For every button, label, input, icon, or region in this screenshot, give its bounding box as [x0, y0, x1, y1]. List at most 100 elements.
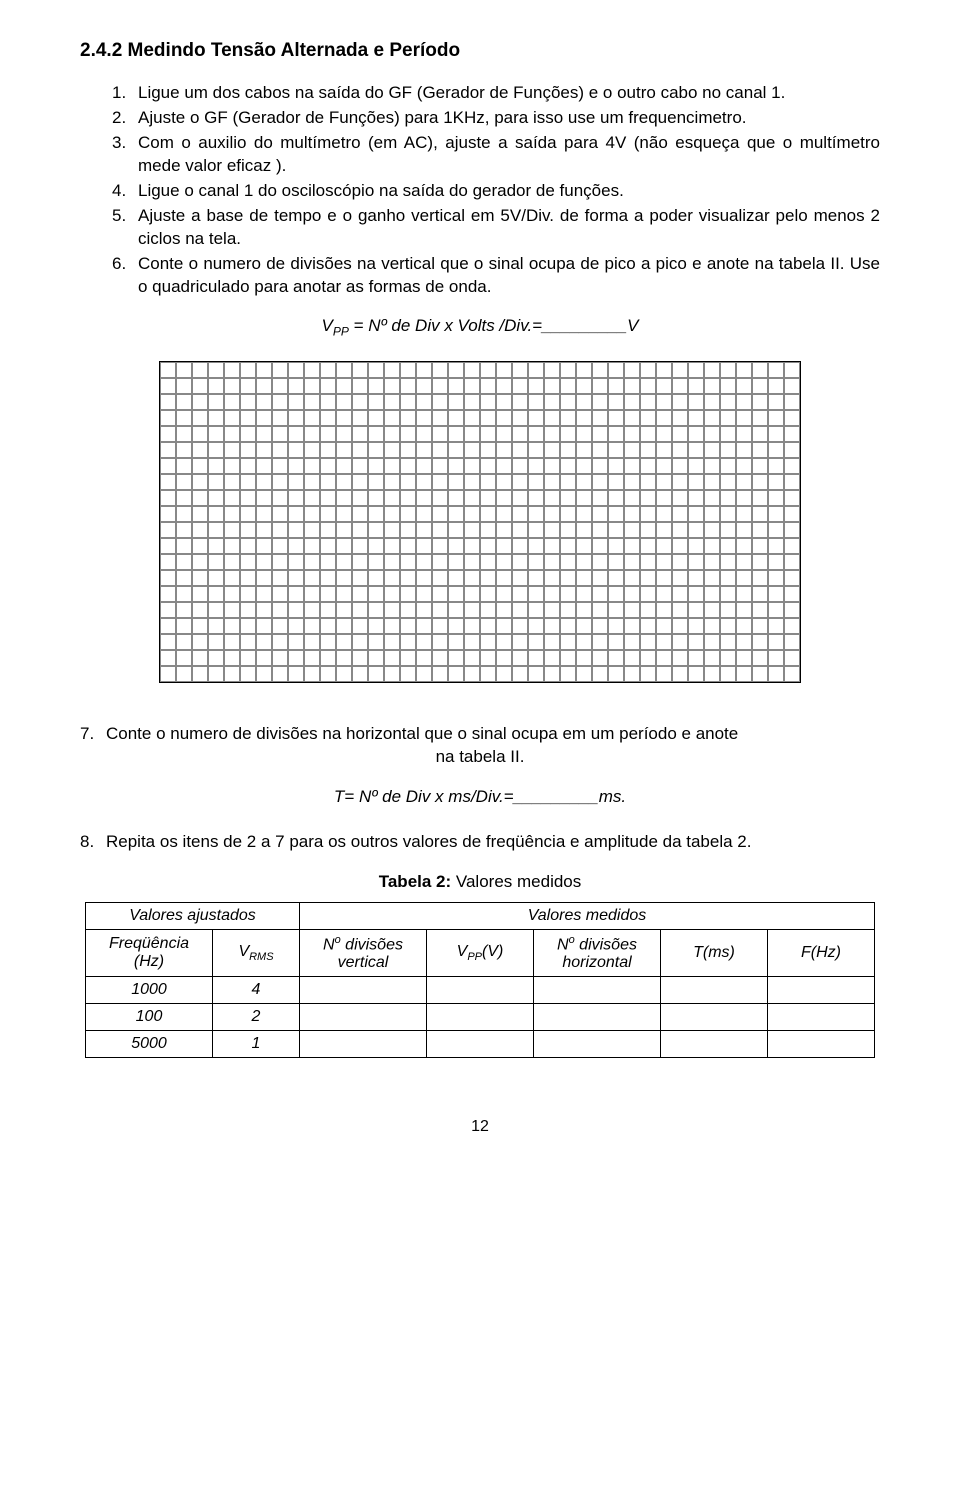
- grid-cell: [704, 666, 720, 682]
- grid-cell: [752, 634, 768, 650]
- grid-cell: [400, 474, 416, 490]
- grid-cell: [784, 570, 800, 586]
- grid-cell: [464, 554, 480, 570]
- section-title: 2.4.2 Medindo Tensão Alternada e Período: [80, 40, 880, 62]
- grid-cell: [400, 522, 416, 538]
- grid-cell: [720, 490, 736, 506]
- grid-cell: [464, 490, 480, 506]
- grid-cell: [464, 602, 480, 618]
- grid-cell: [688, 538, 704, 554]
- grid-cell: [512, 666, 528, 682]
- grid-cell: [448, 490, 464, 506]
- grid-cell: [512, 362, 528, 378]
- grid-cell: [480, 634, 496, 650]
- col-vpp-post: (V): [482, 943, 503, 960]
- grid-cell: [656, 426, 672, 442]
- grid-cell: [256, 442, 272, 458]
- grid-cell: [432, 650, 448, 666]
- grid-cell: [704, 378, 720, 394]
- grid-cell: [464, 666, 480, 682]
- grid-cell: [416, 490, 432, 506]
- grid-cell: [544, 426, 560, 442]
- grid-cell: [592, 442, 608, 458]
- grid-cell: [256, 378, 272, 394]
- grid-cell: [416, 586, 432, 602]
- grid-cell: [720, 474, 736, 490]
- grid-cell: [208, 666, 224, 682]
- step-7-number: 7.: [80, 723, 106, 746]
- grid-cell: [224, 666, 240, 682]
- grid-cell: [416, 394, 432, 410]
- grid-cell: [608, 458, 624, 474]
- grid-cell: [160, 570, 176, 586]
- grid-cell: [288, 554, 304, 570]
- grid-cell: [704, 538, 720, 554]
- grid-cell: [672, 410, 688, 426]
- grid-cell: [592, 538, 608, 554]
- grid-cell: [336, 666, 352, 682]
- grid-cell: [560, 602, 576, 618]
- grid-cell: [592, 522, 608, 538]
- grid-cell: [512, 442, 528, 458]
- grid-cell: [752, 538, 768, 554]
- grid-cell: [464, 410, 480, 426]
- table-cell: [534, 976, 661, 1003]
- grid-cell: [736, 410, 752, 426]
- grid-cell: [672, 442, 688, 458]
- grid-cell: [240, 426, 256, 442]
- grid-cell: [320, 586, 336, 602]
- grid-cell: [176, 586, 192, 602]
- list-item: 1.Ligue um dos cabos na saída do GF (Ger…: [112, 82, 880, 105]
- grid-cell: [672, 426, 688, 442]
- grid-cell: [320, 522, 336, 538]
- grid-cell: [480, 458, 496, 474]
- grid-cell: [576, 362, 592, 378]
- grid-cell: [400, 410, 416, 426]
- grid-cell: [720, 522, 736, 538]
- grid-cell: [272, 666, 288, 682]
- grid-cell: [656, 602, 672, 618]
- grid-cell: [384, 522, 400, 538]
- formula-vpp: VPP = Nº de Div x Volts /Div.=_________V: [80, 316, 880, 338]
- grid-cell: [528, 538, 544, 554]
- table-cell: [534, 1003, 661, 1030]
- grid-cell: [432, 442, 448, 458]
- grid-cell: [480, 650, 496, 666]
- grid-cell: [208, 394, 224, 410]
- grid-cell: [736, 602, 752, 618]
- grid-cell: [688, 362, 704, 378]
- grid-cell: [480, 410, 496, 426]
- grid-cell: [384, 394, 400, 410]
- grid-cell: [272, 506, 288, 522]
- grid-cell: [752, 426, 768, 442]
- grid-cell: [480, 490, 496, 506]
- grid-cell: [384, 650, 400, 666]
- grid-cell: [704, 410, 720, 426]
- grid-cell: [448, 378, 464, 394]
- grid-cell: [208, 506, 224, 522]
- grid-cell: [544, 474, 560, 490]
- grid-cell: [784, 458, 800, 474]
- grid-cell: [352, 474, 368, 490]
- grid-cell: [480, 442, 496, 458]
- grid-cell: [576, 490, 592, 506]
- grid-cell: [464, 634, 480, 650]
- grid-cell: [688, 458, 704, 474]
- grid-cell: [176, 666, 192, 682]
- grid-cell: [320, 426, 336, 442]
- step-8-number: 8.: [80, 831, 106, 854]
- list-item: 6.Conte o numero de divisões na vertical…: [112, 253, 880, 299]
- grid-cell: [208, 602, 224, 618]
- grid-cell: [512, 458, 528, 474]
- grid-cell: [736, 426, 752, 442]
- grid-cell: [160, 410, 176, 426]
- grid-cell: [688, 474, 704, 490]
- grid-cell: [656, 506, 672, 522]
- grid-cell: [160, 474, 176, 490]
- grid-cell: [416, 506, 432, 522]
- grid-cell: [176, 410, 192, 426]
- grid-cell: [480, 394, 496, 410]
- grid-cell: [464, 586, 480, 602]
- grid-cell: [496, 410, 512, 426]
- grid-cell: [736, 570, 752, 586]
